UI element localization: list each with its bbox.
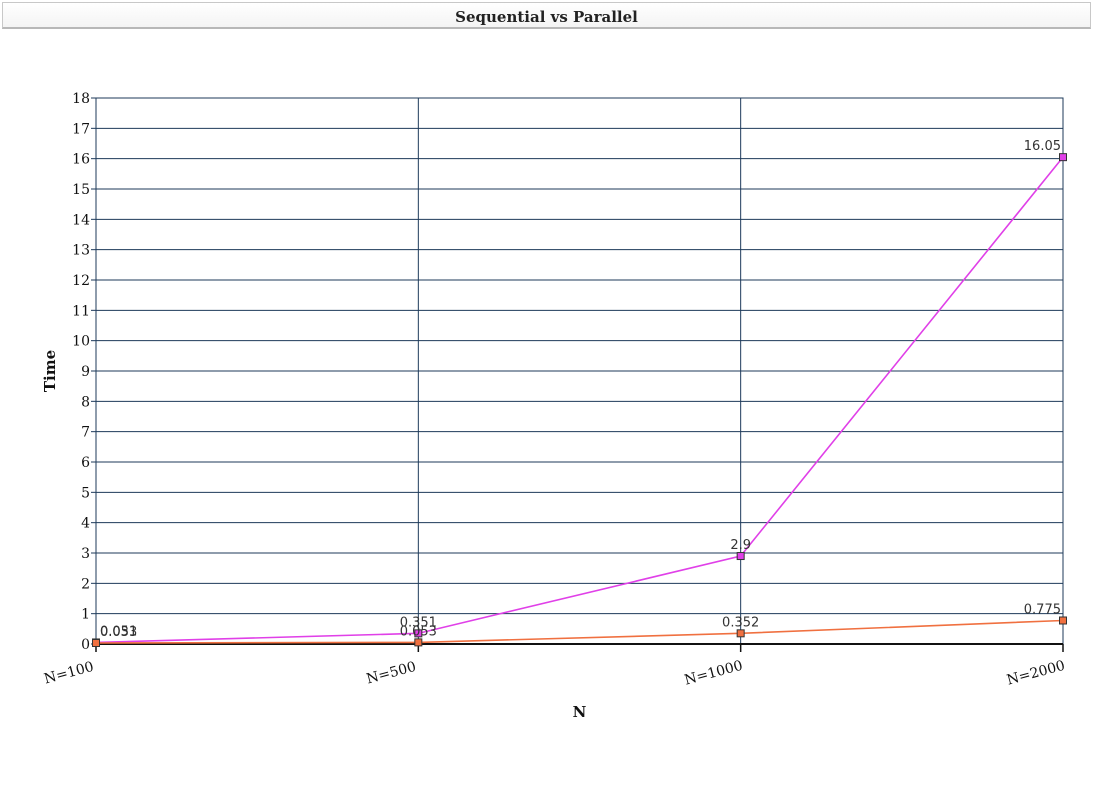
y-tick-label: 1 xyxy=(81,607,90,623)
grid-lines xyxy=(95,97,1064,645)
data-point xyxy=(1059,616,1067,625)
series-2: 0.033 0.053 0.352 0.775 xyxy=(92,602,1067,647)
data-label: 0.775 xyxy=(1024,602,1061,617)
y-tick-label: 13 xyxy=(72,243,90,259)
data-label: 2.9 xyxy=(730,538,751,553)
series-line xyxy=(95,619,1064,644)
y-axis-label: Time xyxy=(41,350,59,392)
data-label: 0.351 xyxy=(400,615,437,630)
series-1: 0.051 0.351 2.9 16.05 xyxy=(92,139,1067,647)
y-tick-label: 2 xyxy=(81,576,90,592)
y-tick-label: 3 xyxy=(81,546,90,562)
y-tick-label: 16 xyxy=(72,152,90,168)
x-axis-ticks: N=100 N=500 N=1000 N=2000 xyxy=(42,644,1067,689)
series-line xyxy=(95,156,1064,644)
data-point xyxy=(736,629,745,638)
y-tick-label: 6 xyxy=(81,455,90,471)
y-tick-label: 10 xyxy=(72,334,90,350)
data-label: 16.05 xyxy=(1024,139,1061,154)
x-tick-label: N=1000 xyxy=(683,658,745,689)
y-tick-label: 12 xyxy=(72,273,90,289)
data-point xyxy=(414,638,423,647)
y-tick-label: 5 xyxy=(81,485,90,501)
chart-title-bar: Sequential vs Parallel xyxy=(2,2,1091,29)
y-tick-label: 8 xyxy=(81,394,90,410)
y-tick-label: 0 xyxy=(81,637,90,653)
data-point xyxy=(1059,153,1067,162)
y-tick-label: 15 xyxy=(72,182,90,198)
x-tick-label: N=500 xyxy=(365,659,418,688)
y-tick-label: 7 xyxy=(81,425,90,441)
x-axis-label: N xyxy=(573,703,587,721)
data-label: 0.051 xyxy=(100,624,137,639)
y-tick-label: 17 xyxy=(72,121,90,137)
data-label: 0.053 xyxy=(400,624,437,639)
data-point xyxy=(736,552,745,561)
data-label: 0.033 xyxy=(100,625,137,640)
y-tick-label: 18 xyxy=(72,91,90,107)
data-label: 0.352 xyxy=(722,615,759,630)
y-tick-label: 11 xyxy=(72,303,90,319)
series-group: 0.051 0.351 2.9 16.05 0.033 0.053 0.352 0.775 xyxy=(92,139,1067,647)
y-tick-label: 9 xyxy=(81,364,90,380)
data-point xyxy=(414,629,423,638)
y-tick-label: 14 xyxy=(72,212,90,228)
x-tick-label: N=2000 xyxy=(1005,658,1067,689)
y-tick-label: 4 xyxy=(81,516,90,532)
chart-title: Sequential vs Parallel xyxy=(455,8,638,26)
data-point xyxy=(92,638,100,647)
x-tick-label: N=100 xyxy=(42,659,95,688)
